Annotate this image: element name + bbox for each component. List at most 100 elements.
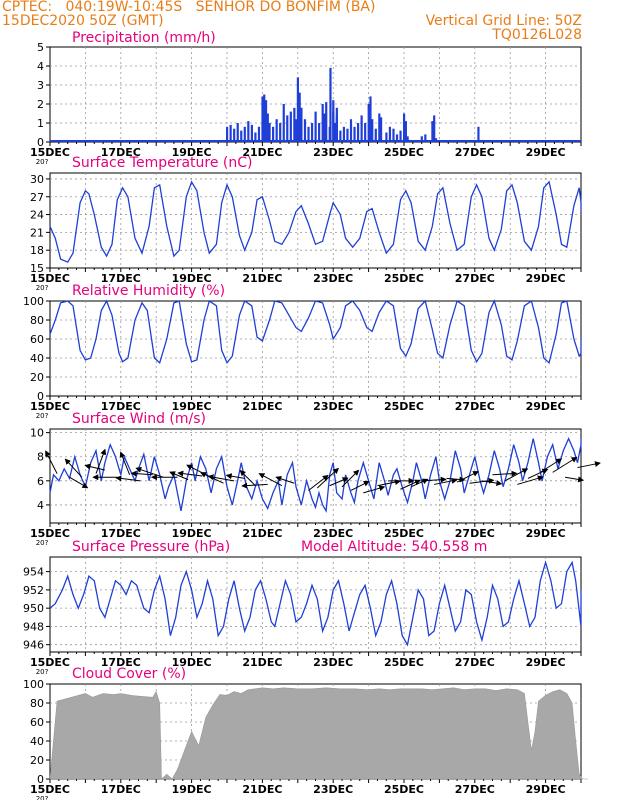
wind-vector	[115, 475, 141, 482]
panel-precip: 0 1 2 3 4 5 15DEC 17DEC 19DEC 21DEC 23DEC 25DEC 27DE…	[30, 30, 582, 166]
x-tick-label: 27DEC	[455, 783, 495, 796]
y-tick-label: 952	[23, 584, 44, 597]
temp-line	[49, 180, 582, 263]
header-date: 15DEC2020 50Z (GMT)	[2, 13, 164, 29]
precip-bar	[360, 115, 363, 142]
precip-bar	[349, 119, 353, 142]
x-tick-label: 21DEC	[242, 400, 282, 413]
x-tick-label: 25DEC	[384, 527, 424, 540]
cloud-area	[49, 687, 589, 780]
wind-vector	[119, 451, 131, 475]
precip-bar	[329, 67, 332, 142]
y-tick-label: 8	[37, 451, 44, 464]
x-year-label: 20?	[36, 668, 49, 676]
precip-bar	[282, 104, 285, 142]
precip-bar	[254, 132, 257, 142]
y-tick-label: 100	[23, 678, 44, 691]
precip-bar	[314, 111, 317, 142]
wind-line	[49, 436, 582, 513]
precip-bar	[233, 128, 236, 142]
wind-vector	[275, 475, 295, 484]
wind-vector	[527, 468, 549, 479]
x-tick-label: 29DEC	[526, 783, 566, 796]
wind-vector	[316, 467, 340, 489]
wind-vector	[577, 461, 601, 469]
panel-title: Relative Humidity (%)	[72, 283, 225, 299]
y-tick-label: 80	[30, 697, 44, 710]
y-tick-label: 24	[30, 209, 44, 222]
rh-line	[49, 299, 582, 365]
x-tick-label: 23DEC	[313, 656, 353, 669]
wind-vector	[363, 485, 386, 494]
x-tick-label: 23DEC	[313, 272, 353, 285]
precip-bar	[296, 77, 299, 142]
precip-bar	[293, 107, 296, 142]
x-tick-label: 15DEC	[30, 146, 70, 159]
precip-bar	[250, 124, 253, 142]
wind-vector	[207, 474, 235, 482]
precip-bar	[404, 121, 407, 142]
precip-bar	[369, 96, 372, 142]
precip-bar	[307, 126, 310, 142]
y-tick-label: 946	[23, 639, 44, 652]
y-tick-label: 948	[23, 620, 44, 633]
y-tick-label: 15	[30, 262, 44, 275]
x-tick-label: 27DEC	[455, 656, 495, 669]
precip-bar	[431, 121, 434, 142]
x-tick-label: 25DEC	[384, 400, 424, 413]
y-tick-label: 1	[37, 117, 44, 130]
wind-vector	[517, 475, 544, 485]
y-tick-label: 100	[23, 295, 44, 308]
precip-bar	[433, 115, 436, 142]
precip-bar	[257, 126, 261, 142]
x-tick-label: 27DEC	[455, 400, 495, 413]
wind-vector	[329, 477, 349, 487]
panel-title: Surface Pressure (hPa)	[72, 539, 230, 555]
wind-vector	[241, 482, 268, 489]
y-tick-label: 21	[30, 226, 44, 239]
panel-cloud: 0 20 40 60 80 100 15DEC 17DEC 19DEC 21DEC 23DEC 25D…	[23, 666, 589, 800]
wind-vector	[564, 476, 585, 483]
wind-vector	[400, 479, 421, 490]
x-tick-label: 27DEC	[455, 272, 495, 285]
wind-vector	[481, 480, 503, 487]
precip-bar	[240, 130, 243, 142]
x-tick-label: 17DEC	[101, 527, 141, 540]
precip-bar	[385, 132, 388, 142]
precip-bar	[374, 128, 377, 142]
x-tick-label: 29DEC	[526, 527, 566, 540]
y-tick-label: 3	[37, 79, 44, 92]
wind-vector	[69, 476, 89, 489]
precip-bar	[342, 126, 346, 142]
wind-vector	[135, 466, 164, 478]
y-tick-label: 27	[30, 191, 44, 204]
x-tick-label: 29DEC	[526, 400, 566, 413]
y-tick-label: 2	[37, 98, 44, 111]
wind-vector	[258, 473, 283, 487]
precip-bar	[268, 123, 271, 142]
x-tick-label: 19DEC	[172, 272, 212, 285]
wind-vector	[504, 468, 529, 482]
wind-vector	[377, 479, 401, 487]
header-line1: CPTEC: 040:19W-10:45S SENHOR DO BONFIM (…	[2, 0, 376, 15]
y-tick-label: 0	[37, 136, 44, 149]
wind-vector	[45, 450, 58, 474]
precip-bar	[367, 104, 370, 142]
x-tick-label: 19DEC	[172, 656, 212, 669]
x-year-label: 20?	[36, 284, 49, 292]
precip-bar	[420, 136, 423, 142]
header-model-code: TQ0126L028	[492, 27, 582, 43]
x-tick-label: 29DEC	[526, 146, 566, 159]
y-tick-label: 950	[23, 602, 44, 615]
x-tick-label: 29DEC	[526, 272, 566, 285]
y-tick-label: 18	[30, 244, 44, 257]
x-tick-label: 21DEC	[242, 272, 282, 285]
precip-bar	[333, 123, 337, 142]
precip-bar	[279, 123, 282, 142]
precip-bar	[303, 119, 307, 142]
precip-bar	[272, 126, 275, 142]
precip-bar	[261, 96, 264, 142]
x-tick-label: 29DEC	[526, 656, 566, 669]
panel-temp: 15 18 21 24 27 30 15DEC 17DEC 19DEC 21DEC 23DEC 25D…	[30, 155, 582, 292]
